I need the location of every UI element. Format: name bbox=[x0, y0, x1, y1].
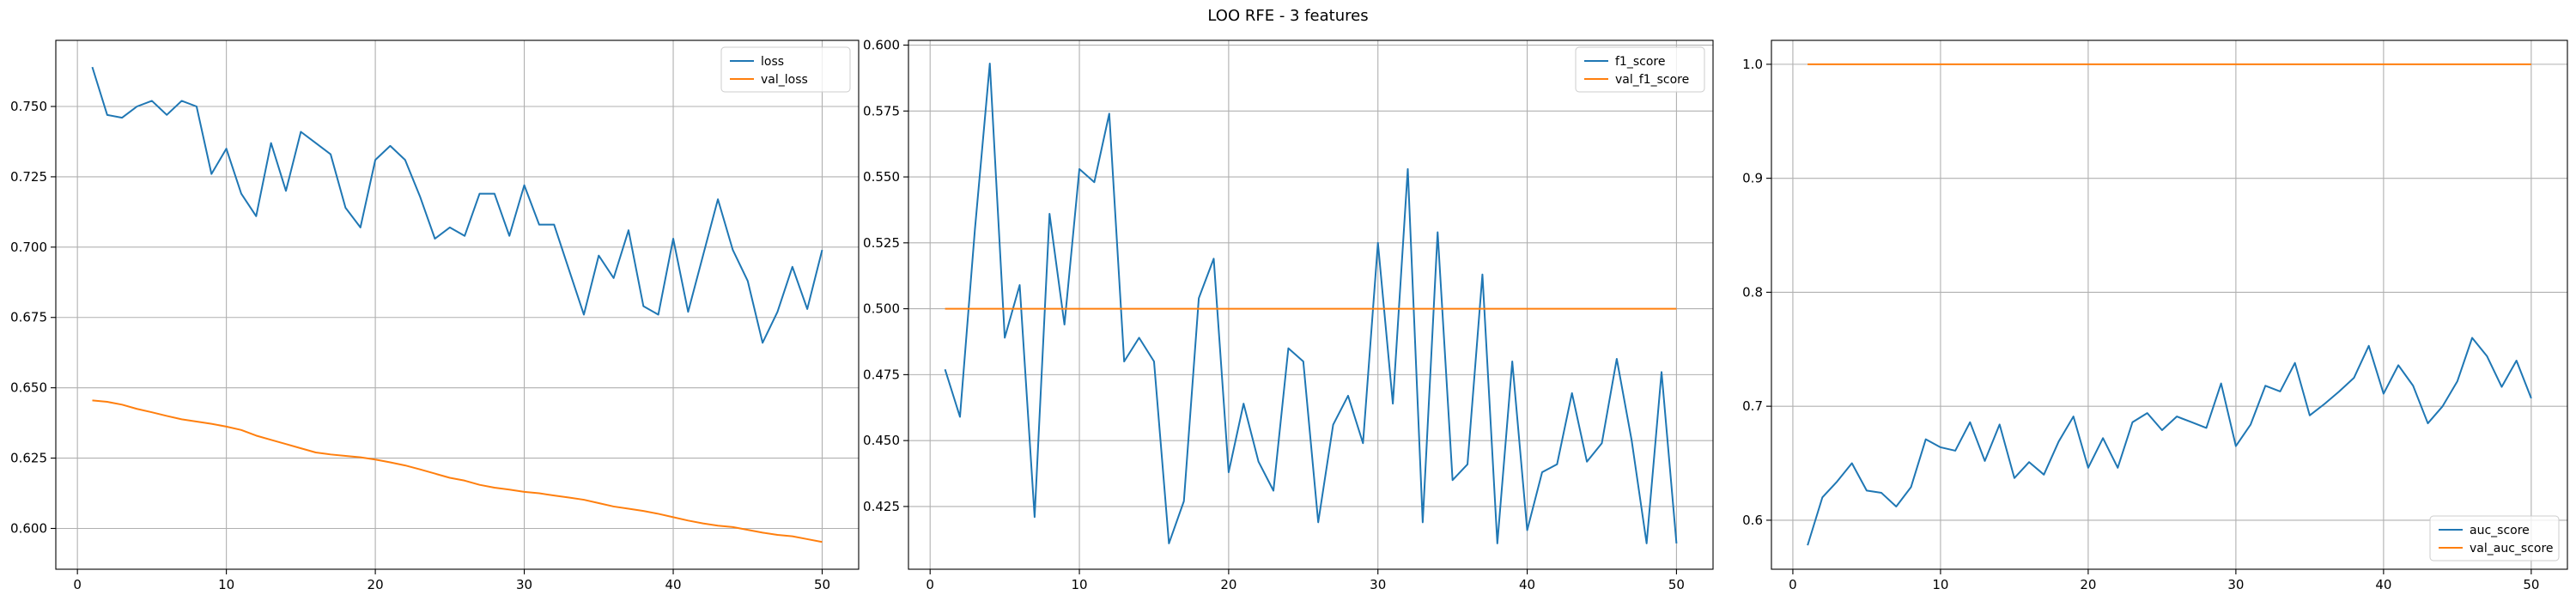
x-tick-label: 50 bbox=[814, 577, 830, 592]
figure-title: LOO RFE - 3 features bbox=[1207, 7, 1369, 25]
axes-frame bbox=[55, 39, 860, 570]
x-tick-label: 40 bbox=[665, 577, 681, 592]
y-tick-label: 0.650 bbox=[10, 380, 47, 396]
legend: f1_score val_f1_score bbox=[1575, 46, 1705, 93]
chart-panel-2: 0 10 20 30 40 50 0.425 0.450 0.475 0.500 0.525 0.55… bbox=[863, 38, 1714, 592]
chart-panel-1: 0 10 20 30 40 50 0.600 0.625 0.650 0.675 0.700 0.72… bbox=[10, 39, 860, 592]
legend: loss val_loss bbox=[720, 46, 851, 93]
chart-panel-3: 0 10 20 30 40 50 0.6 0.7 0.8 0.9 1.0 auc_score val_a… bbox=[1742, 39, 2568, 592]
x-tick-label: 10 bbox=[1932, 577, 1948, 592]
series-line-auc_score bbox=[1807, 337, 2532, 546]
y-tick-label: 1.0 bbox=[1742, 57, 1763, 72]
x-tick-label: 40 bbox=[1519, 577, 1535, 592]
series-line-val_loss bbox=[92, 399, 823, 543]
legend-box bbox=[2429, 515, 2560, 562]
legend-label-val_loss: val_loss bbox=[761, 73, 808, 87]
legend-label-f1_score: f1_score bbox=[1615, 55, 1665, 69]
x-tick-label: 30 bbox=[1370, 577, 1386, 592]
y-tick-label: 0.700 bbox=[10, 240, 47, 255]
x-tick-label: 20 bbox=[1220, 577, 1236, 592]
legend-label-auc_score: auc_score bbox=[2470, 524, 2530, 537]
y-tick-label: 0.550 bbox=[863, 169, 900, 185]
series-line-f1_score bbox=[944, 63, 1678, 544]
y-tick-label: 0.9 bbox=[1742, 171, 1763, 186]
x-tick-label: 40 bbox=[2375, 577, 2391, 592]
y-tick-label: 0.7 bbox=[1742, 398, 1763, 414]
legend-label-loss: loss bbox=[761, 55, 784, 69]
y-tick-label: 0.500 bbox=[863, 301, 900, 317]
y-tick-label: 0.600 bbox=[863, 38, 900, 53]
legend-label-val_auc_score: val_auc_score bbox=[2470, 542, 2554, 555]
y-tick-label: 0.625 bbox=[10, 451, 47, 466]
x-tick-label: 0 bbox=[926, 577, 934, 592]
y-tick-label: 0.8 bbox=[1742, 284, 1763, 300]
x-tick-label: 50 bbox=[2523, 577, 2539, 592]
axes-frame bbox=[1771, 39, 2568, 570]
legend-box bbox=[1575, 46, 1705, 93]
x-tick-label: 20 bbox=[2080, 577, 2096, 592]
y-tick-label: 0.675 bbox=[10, 310, 47, 325]
y-tick-label: 0.750 bbox=[10, 99, 47, 114]
y-tick-label: 0.600 bbox=[10, 520, 47, 536]
y-tick-label: 0.475 bbox=[863, 367, 900, 382]
y-tick-label: 0.525 bbox=[863, 235, 900, 251]
x-tick-label: 20 bbox=[368, 577, 384, 592]
y-tick-label: 0.450 bbox=[863, 433, 900, 448]
x-tick-label: 10 bbox=[1072, 577, 1088, 592]
x-tick-label: 0 bbox=[73, 577, 82, 592]
legend-label-val_f1_score: val_f1_score bbox=[1615, 73, 1689, 87]
x-tick-label: 30 bbox=[516, 577, 532, 592]
x-tick-label: 10 bbox=[218, 577, 234, 592]
y-tick-label: 0.575 bbox=[863, 103, 900, 118]
y-tick-label: 0.725 bbox=[10, 169, 47, 185]
y-tick-label: 0.425 bbox=[863, 499, 900, 514]
x-tick-label: 0 bbox=[1789, 577, 1797, 592]
series-line-loss bbox=[91, 66, 823, 344]
x-tick-label: 30 bbox=[2227, 577, 2244, 592]
legend-box bbox=[720, 46, 851, 93]
legend: auc_score val_auc_score bbox=[2429, 515, 2560, 562]
x-tick-label: 50 bbox=[1668, 577, 1685, 592]
axes-frame bbox=[908, 39, 1714, 570]
y-tick-label: 0.6 bbox=[1742, 513, 1763, 528]
